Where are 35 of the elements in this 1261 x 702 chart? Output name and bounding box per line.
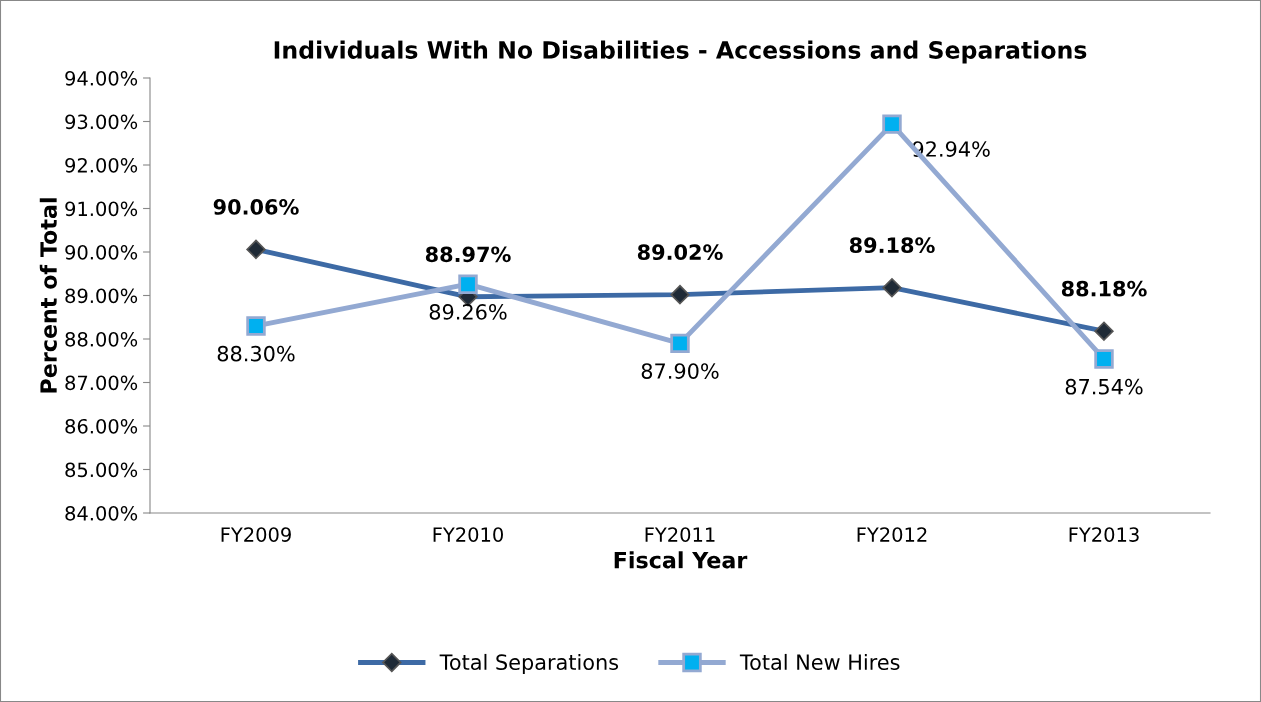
- data-label: 88.97%: [425, 246, 511, 263]
- x-tick-label: FY2013: [1069, 527, 1139, 542]
- y-tick-label: 85.00%: [65, 462, 138, 478]
- data-label: 89.18%: [849, 237, 935, 254]
- x-tick-label: FY2011: [645, 527, 715, 542]
- data-label: 88.18%: [1061, 280, 1147, 297]
- x-tick-label: FY2009: [221, 527, 291, 542]
- point: [882, 114, 902, 134]
- point: [1094, 349, 1114, 369]
- y-tick-label: 87.00%: [65, 375, 138, 391]
- chart-title: Individuals With No Disabilities - Accessions and Separations: [274, 40, 1087, 64]
- y-tick-label: 84.00%: [65, 505, 138, 521]
- data-label: 89.26%: [429, 304, 507, 320]
- data-label: 89.02%: [637, 244, 723, 261]
- y-tick-label: 94.00%: [65, 70, 138, 86]
- y-tick-label: 92.00%: [65, 157, 138, 173]
- legend-label: Total New Hires: [739, 653, 900, 671]
- point: [246, 316, 266, 336]
- x-tick-label: FY2010: [433, 527, 503, 542]
- y-tick-label: 89.00%: [65, 288, 138, 304]
- point: [670, 333, 690, 354]
- y-tick-label: 93.00%: [65, 114, 138, 130]
- x-axis-title: Fiscal Year: [614, 551, 748, 569]
- data-label: 90.06%: [213, 199, 299, 215]
- data-label: 88.30%: [217, 345, 295, 362]
- y-tick-label: 86.00%: [65, 418, 138, 434]
- data-label: 87.54%: [1065, 378, 1143, 395]
- y-tick-label: 91.00%: [65, 201, 138, 217]
- y-tick-label: 88.00%: [65, 331, 138, 347]
- y-axis-title: Percent of Total: [39, 198, 57, 393]
- x-tick-label: FY2012: [857, 527, 927, 542]
- point: [458, 274, 478, 294]
- y-tick-label: 90.00%: [65, 244, 138, 260]
- legend-label: Total Separations: [439, 653, 619, 675]
- data-label: 87.90%: [641, 363, 719, 379]
